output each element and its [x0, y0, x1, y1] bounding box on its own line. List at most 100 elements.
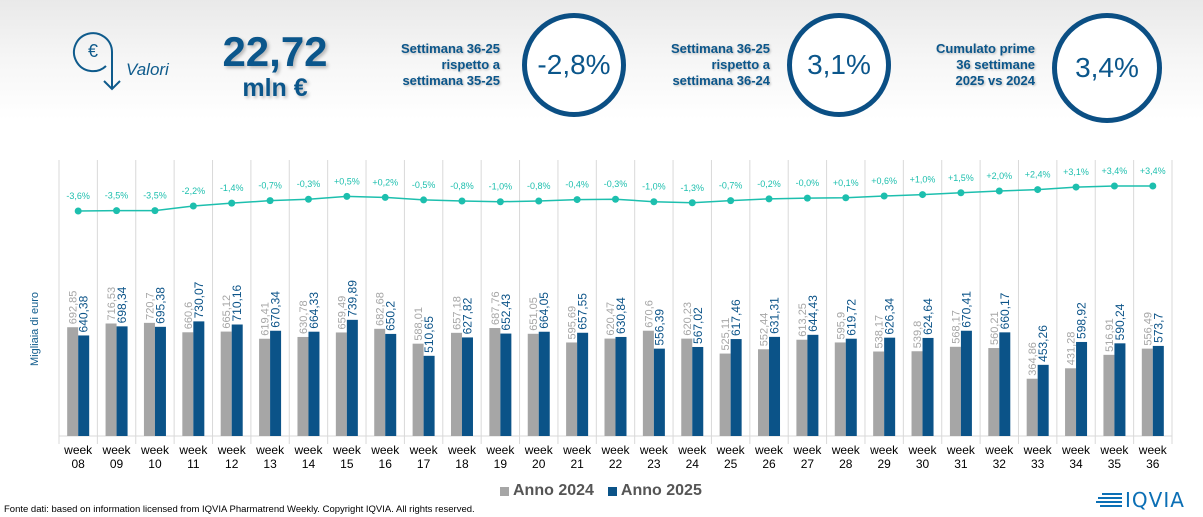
x-tick-label: week	[293, 443, 323, 457]
bar-label-2024: 716,53	[106, 287, 118, 321]
legend-swatch-2024	[500, 486, 509, 496]
bar-2024	[220, 331, 232, 436]
bar-label-2024: 552,44	[759, 313, 771, 347]
cumulative-label: -1,3%	[681, 183, 705, 193]
bar-2024	[1141, 348, 1153, 436]
cumulative-label: +2,0%	[986, 171, 1012, 181]
bar-2024	[911, 351, 923, 436]
bar-label-2024: 660,6	[183, 302, 195, 330]
bar-label-2024: 651,05	[528, 297, 540, 331]
cumulative-label: +0,5%	[334, 176, 360, 186]
cumulative-point	[995, 187, 1003, 195]
cumulative-point	[1149, 182, 1157, 190]
bar-label-2025: 630,84	[614, 297, 628, 334]
bar-label-2025: 567,02	[691, 307, 705, 344]
cumulative-point	[266, 197, 274, 205]
bar-label-2025: 660,17	[998, 292, 1012, 329]
bar-2025	[231, 324, 243, 436]
category-separators	[58, 160, 1173, 444]
cumulative-label: -0,3%	[604, 179, 628, 189]
x-tick-label: week	[485, 443, 515, 457]
bar-label-2025: 657,55	[576, 293, 590, 330]
x-tick-label: 23	[647, 457, 661, 471]
bar-label-2024: 692,85	[68, 291, 80, 325]
bar-label-2025: 710,16	[230, 284, 244, 321]
kpi-desc-line: Cumulato prime	[936, 41, 1035, 56]
cumulative-label: +3,4%	[1140, 166, 1166, 176]
bar-2025	[577, 332, 589, 436]
x-tick-label: week	[332, 443, 362, 457]
bar-2025	[999, 332, 1011, 436]
cumulative-label: -3,6%	[66, 191, 90, 201]
cumulative-point	[919, 191, 927, 199]
cumulative-point	[113, 207, 121, 215]
x-tick-label: week	[140, 443, 170, 457]
x-tick-label: week	[1138, 443, 1168, 457]
cumulative-label: +0,2%	[372, 177, 398, 187]
x-tick-label: week	[63, 443, 93, 457]
bar-2025	[385, 333, 397, 436]
cumulative-point	[420, 196, 428, 204]
kpi-desc-yoy: Settimana 36-25 rispetto a settimana 36-…	[640, 41, 770, 89]
cumulative-point	[381, 193, 389, 201]
bar-2025	[1037, 364, 1049, 436]
cumulative-label: +0,6%	[871, 176, 897, 186]
x-axis-labels: week08week09week10week11week12week13week…	[63, 443, 1168, 471]
bar-2025	[116, 326, 128, 436]
bar-2024	[834, 342, 846, 436]
x-tick-label: week	[908, 443, 938, 457]
x-tick-label: 09	[110, 457, 124, 471]
bar-label-2024: 619,41	[260, 302, 272, 336]
svg-text:€: €	[88, 41, 98, 61]
x-tick-label: 33	[1031, 457, 1045, 471]
bar-label-2024: 657,18	[451, 296, 463, 330]
bar-label-2024: 560,21	[989, 311, 1001, 345]
cumulative-point	[727, 197, 735, 205]
cumulative-label: -3,5%	[143, 191, 167, 201]
x-tick-label: week	[447, 443, 477, 457]
y-axis-label: Migliaia di euro	[29, 292, 41, 366]
x-tick-label: week	[984, 443, 1014, 457]
x-tick-label: 12	[225, 457, 239, 471]
bar-2024	[1103, 354, 1115, 436]
x-tick-label: 29	[877, 457, 891, 471]
bar-label-2024: 670,6	[643, 300, 655, 328]
iqvia-lines-icon	[1096, 493, 1122, 507]
kpi-desc-line: rispetto a	[441, 57, 500, 72]
bar-2024	[796, 339, 808, 436]
total-value-number: 22,72	[222, 28, 328, 75]
bar-label-2025: 573,7	[1151, 313, 1165, 343]
x-tick-label: 21	[570, 457, 584, 471]
x-tick-label: week	[409, 443, 439, 457]
x-tick-label: week	[562, 443, 592, 457]
legend-label: Anno 2025	[620, 482, 702, 499]
x-tick-label: 11	[187, 457, 200, 471]
x-tick-label: 25	[724, 457, 738, 471]
x-tick-label: 34	[1069, 457, 1083, 471]
x-tick-label: 20	[532, 457, 546, 471]
x-tick-label: 14	[302, 457, 316, 471]
kpi-desc-line: 36 settimane	[956, 57, 1035, 72]
cumulative-point	[1034, 186, 1042, 194]
bar-2024	[1065, 368, 1077, 436]
x-tick-label: 26	[762, 457, 776, 471]
bar-2024	[873, 351, 885, 436]
x-tick-label: week	[946, 443, 976, 457]
kpi-circle-yoy: 3,1%	[787, 13, 891, 117]
x-tick-label: week	[869, 443, 899, 457]
bar-label-2025: 695,38	[153, 287, 167, 324]
bar-2024	[335, 332, 347, 436]
bar-label-2025: 556,39	[652, 309, 666, 346]
x-tick-label: week	[1099, 443, 1129, 457]
cumulative-label: -1,4%	[220, 183, 244, 193]
bar-label-2024: 539,8	[912, 321, 924, 349]
bar-label-2025: 617,46	[729, 299, 743, 336]
bar-2025	[653, 348, 665, 436]
x-tick-label: 19	[494, 457, 508, 471]
bar-label-2024: 538,17	[874, 315, 886, 349]
bar-2024	[527, 333, 539, 436]
legend-swatch-2025	[607, 486, 617, 496]
bar-2025	[960, 330, 972, 436]
cumulative-label: -1,0%	[642, 182, 666, 192]
cumulative-label: -3,5%	[105, 191, 129, 201]
